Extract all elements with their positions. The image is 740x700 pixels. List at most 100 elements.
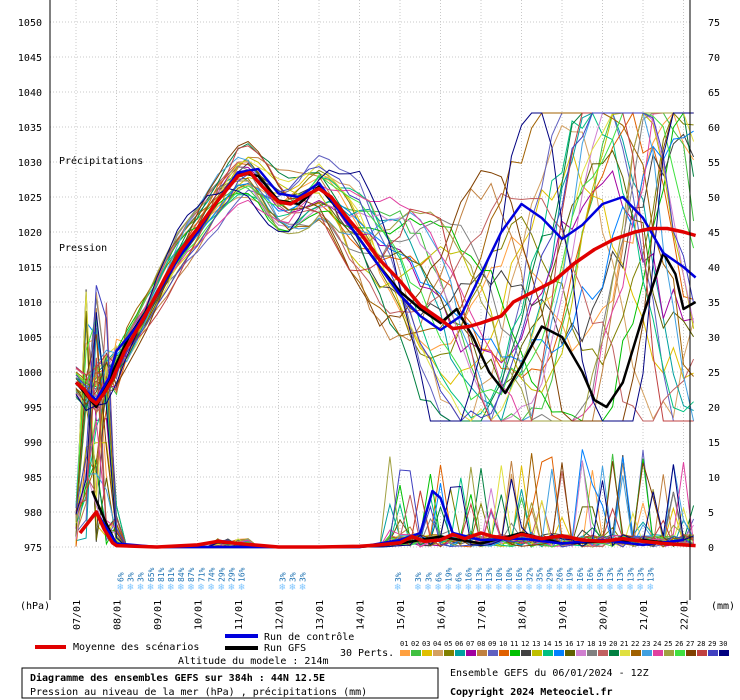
snow-probability-label: 16% [238,567,247,582]
left-tick-label: 1035 [18,123,42,134]
snowflake-icon: ❄ [515,583,523,593]
snowflake-icon: ❄ [495,583,503,593]
left-tick-label: 1015 [18,263,42,274]
x-tick-label: 21/01 [639,600,650,630]
x-tick-label: 13/01 [315,600,326,630]
perturbation-color-swatch [499,650,509,656]
snowflake-icon: ❄ [238,583,246,593]
x-tick-label: 18/01 [518,600,529,630]
snow-probability-label: 29% [228,567,237,582]
perturbation-color-swatch [642,650,652,656]
snowflake-icon: ❄ [596,583,604,593]
snow-probability-label: 3% [137,572,146,582]
snowflake-icon: ❄ [465,583,473,593]
snowflake-icon: ❄ [424,583,432,593]
x-tick-label: 20/01 [599,600,610,630]
snowflake-icon: ❄ [157,583,165,593]
snow-probability-label: 6% [455,572,464,582]
snowflake-icon: ❄ [207,583,215,593]
snowflake-icon: ❄ [299,583,307,593]
perturbation-color-swatch [620,650,630,656]
snow-probability-label: 10% [495,567,504,582]
perturbation-id-label: 16 [565,640,573,648]
snowflake-icon: ❄ [197,583,205,593]
snow-probability-label: 13% [616,567,625,582]
snow-probability-label: 3% [299,572,308,582]
perturbation-id-label: 07 [466,640,474,648]
footer-title: Diagramme des ensembles GEFS sur 384h : … [30,672,325,684]
perturbation-id-label: 25 [664,640,672,648]
perturbation-color-swatch [455,650,465,656]
left-tick-label: 1010 [18,298,42,309]
right-tick-label: 15 [708,438,720,449]
snowflake-icon: ❄ [137,583,145,593]
legend-control-label: Run de contrôle [264,631,354,643]
perturbation-id-label: 18 [587,640,595,648]
snowflake-icon: ❄ [444,583,452,593]
perturbation-id-label: 27 [686,640,694,648]
perturbation-color-swatch [444,650,454,656]
right-tick-label: 70 [708,53,720,64]
left-tick-label: 1025 [18,193,42,204]
legend-perts-label: 30 Perts. [340,648,394,659]
snowflake-icon: ❄ [279,583,287,593]
perturbation-color-swatch [433,650,443,656]
snow-probability-row: ❄6%❄3%❄3%❄65%❄81%❄81%❄84%❄87%❄71%❄74%❄29… [117,567,656,593]
perturbation-color-swatch [587,650,597,656]
snow-probability-label: 29% [218,567,227,582]
snowflake-icon: ❄ [147,583,155,593]
perturbation-id-label: 04 [433,640,441,648]
chart-axes: 07/01 08/01 09/01 10/01 11/01 12/01 13/01 14/01… [18,0,720,630]
snowflake-icon: ❄ [228,583,236,593]
legend-mean-label: Moyenne des scénarios [73,641,199,653]
left-tick-label: 995 [24,403,42,414]
perturbation-color-swatch [521,650,531,656]
snowflake-icon: ❄ [394,583,402,593]
snow-probability-label: 35% [535,567,544,582]
perturbation-color-swatch [532,650,542,656]
x-tick-label: 11/01 [234,600,245,630]
right-tick-label: 30 [708,333,720,344]
x-tick-label: 22/01 [680,600,691,630]
perturbation-id-label: 19 [598,640,606,648]
snowflake-icon: ❄ [455,583,463,593]
perturbation-color-swatch [708,650,718,656]
perturbation-pressure-line [75,112,695,422]
perturbation-id-label: 21 [620,640,628,648]
snow-probability-label: 13% [606,567,615,582]
x-tick-label: 08/01 [113,600,124,630]
snow-probability-label: 13% [636,567,645,582]
perturbation-color-swatch [477,650,487,656]
left-tick-label: 1030 [18,158,42,169]
perturbation-id-label: 01 [400,640,408,648]
perturbation-pressure-line [75,112,694,422]
perturbation-color-swatch [422,650,432,656]
left-tick-label: 1040 [18,88,42,99]
snow-probability-label: 3% [289,572,298,582]
run-label: Ensemble GEFS du 06/01/2024 - 12Z [450,668,649,679]
snowflake-icon: ❄ [636,583,644,593]
left-tick-label: 990 [24,438,42,449]
perturbation-color-swatch [653,650,663,656]
snow-probability-label: 6% [117,572,126,582]
snow-probability-label: 13% [475,567,484,582]
perturbation-legend: 01 02 03 04 05 06 07 08 09 10 11 12 13 14 15 16 17 18 19 20… [400,640,729,656]
footer-subtitle: Pression au niveau de la mer (hPa) , pré… [30,686,367,698]
x-tick-label: 07/01 [72,600,83,630]
right-tick-label: 25 [708,368,720,379]
perturbation-color-swatch [488,650,498,656]
perturbation-pressure-line [75,133,695,404]
left-tick-label: 975 [24,543,42,554]
perturbation-color-swatch [598,650,608,656]
perturbation-color-swatch [543,650,553,656]
altitude-label: Altitude du modele : 214m [178,656,329,667]
snow-probability-label: 81% [167,567,176,582]
snow-probability-label: 16% [576,567,585,582]
perturbation-id-label: 08 [477,640,485,648]
snowflake-icon: ❄ [616,583,624,593]
perturbation-id-label: 29 [708,640,716,648]
snowflake-icon: ❄ [485,583,493,593]
perturbation-id-label: 23 [642,640,650,648]
snowflake-icon: ❄ [525,583,533,593]
snowflake-icon: ❄ [289,583,297,593]
